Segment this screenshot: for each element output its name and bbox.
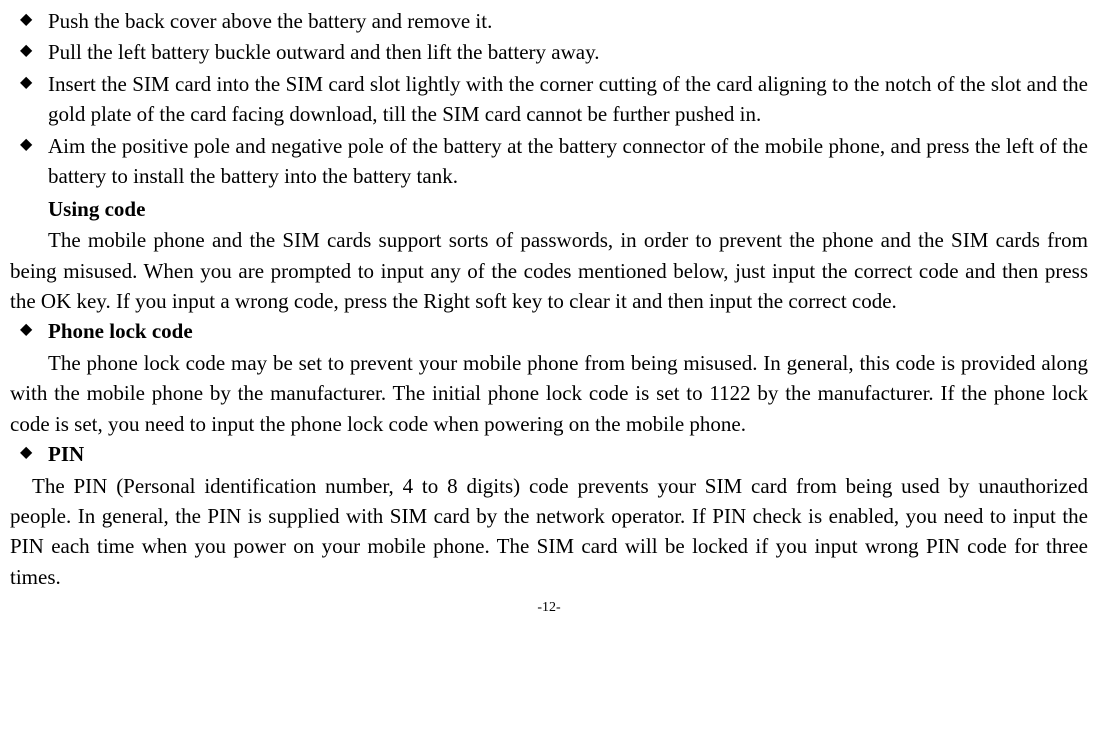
list-item: Aim the positive pole and negative pole …	[48, 131, 1088, 192]
list-item: Pull the left battery buckle outward and…	[48, 37, 1088, 67]
pin-body: The PIN (Personal identification number,…	[10, 471, 1088, 593]
phone-lock-body: The phone lock code may be set to preven…	[10, 348, 1088, 439]
list-item-text: Aim the positive pole and negative pole …	[48, 134, 1088, 188]
list-item: Phone lock code	[48, 316, 1088, 346]
pin-list: PIN	[10, 439, 1088, 469]
list-item-text: Insert the SIM card into the SIM card sl…	[48, 72, 1088, 126]
pin-heading: PIN	[48, 442, 84, 466]
phone-lock-list: Phone lock code	[10, 316, 1088, 346]
list-item: PIN	[48, 439, 1088, 469]
using-code-body: The mobile phone and the SIM cards suppo…	[10, 225, 1088, 316]
using-code-heading: Using code	[10, 194, 1088, 224]
list-item: Insert the SIM card into the SIM card sl…	[48, 69, 1088, 130]
page-number: -12-	[10, 598, 1088, 618]
phone-lock-heading: Phone lock code	[48, 319, 193, 343]
install-steps-list: Push the back cover above the battery an…	[10, 6, 1088, 192]
list-item: Push the back cover above the battery an…	[48, 6, 1088, 36]
list-item-text: Pull the left battery buckle outward and…	[48, 40, 599, 64]
list-item-text: Push the back cover above the battery an…	[48, 9, 492, 33]
